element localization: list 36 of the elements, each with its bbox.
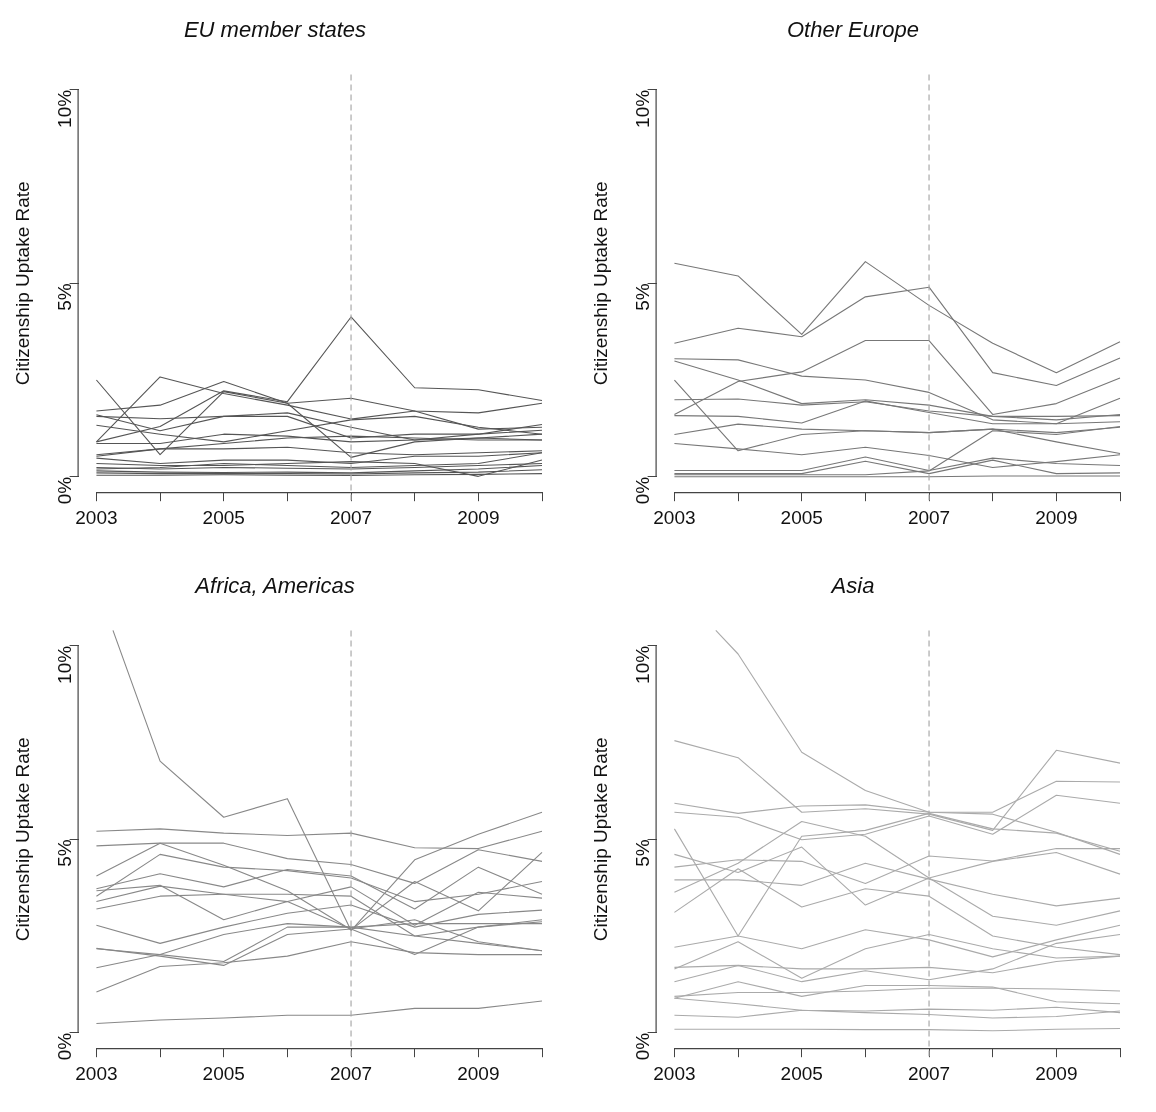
x-tick-label: 2009 [1035,1062,1078,1084]
y-tick-label: 10% [53,645,75,684]
y-axis-title: Citizenship Uptake Rate [589,181,611,386]
y-tick-label: 10% [631,89,653,128]
y-tick-label: 10% [53,89,75,128]
x-tick-label: 2005 [780,1062,823,1084]
chart-title: Asia [829,573,875,599]
y-tick-label: 0% [53,1032,75,1061]
x-tick-label: 2003 [653,1062,696,1084]
x-tick-label: 2009 [457,506,500,528]
x-tick-label: 2007 [907,506,951,528]
y-axis-title: Citizenship Uptake Rate [11,737,33,942]
x-tick-label: 2003 [75,1062,118,1084]
y-tick-label: 5% [631,839,653,867]
x-tick-label: 2003 [653,506,696,528]
y-tick-label: 0% [631,1032,653,1061]
x-tick-label: 2007 [907,1062,951,1084]
y-tick-label: 0% [631,476,653,505]
chart-title: Africa, Americas [193,573,355,599]
y-tick-label: 5% [53,839,75,867]
x-tick-label: 2005 [780,506,823,528]
chart-title: EU member states [183,17,367,43]
y-axis-title: Citizenship Uptake Rate [11,181,33,386]
x-tick-label: 2009 [1035,506,1078,528]
y-tick-label: 5% [631,283,653,311]
x-tick-label: 2007 [329,506,373,528]
x-tick-label: 2005 [202,1062,245,1084]
x-tick-label: 2003 [75,506,118,528]
y-tick-label: 10% [631,645,653,684]
x-tick-label: 2007 [329,1062,373,1084]
y-tick-label: 5% [53,283,75,311]
chart-title: Other Europe [786,17,920,43]
y-axis-title: Citizenship Uptake Rate [589,737,611,942]
y-tick-label: 0% [53,476,75,505]
x-tick-label: 2005 [202,506,245,528]
x-tick-label: 2009 [457,1062,500,1084]
